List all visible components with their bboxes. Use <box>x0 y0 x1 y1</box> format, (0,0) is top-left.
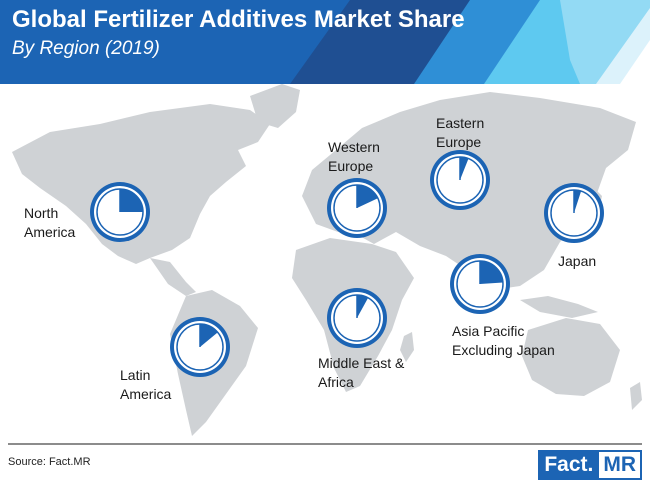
pie-japan <box>544 183 604 243</box>
map-north-america <box>12 104 270 264</box>
pie-slice <box>460 157 469 180</box>
header-stripe-pale <box>560 0 650 84</box>
region-pies <box>90 150 604 377</box>
pie-asia-pacific <box>450 254 510 314</box>
map-greenland <box>250 84 300 128</box>
map-madagascar <box>400 332 414 362</box>
map-central-america <box>150 258 196 296</box>
region-label-latin-america: Latin America <box>120 367 172 402</box>
page-subtitle: By Region (2019) <box>12 38 160 59</box>
region-label-middle-east-africa: Middle East & Africa <box>318 355 405 390</box>
map-new-zealand <box>630 382 642 410</box>
pie-slice <box>200 324 218 347</box>
region-label-japan: Japan <box>558 253 597 269</box>
pie-slice <box>480 261 503 284</box>
pie-slice <box>357 185 378 208</box>
header-banner <box>0 0 650 84</box>
region-label-asia-pacific: Asia Pacific Excluding Japan <box>452 323 555 358</box>
pie-eastern-europe <box>430 150 490 210</box>
map-indonesia <box>520 296 598 318</box>
pie-western-europe <box>327 178 387 238</box>
pie-middle-east-africa <box>327 288 387 348</box>
source-note: Source: Fact.MR <box>8 456 91 468</box>
pie-slice <box>574 190 582 213</box>
pie-slice <box>120 189 143 212</box>
pie-slice <box>357 295 369 318</box>
brand-logo: Fact. MR <box>538 450 642 480</box>
region-label-eastern-europe: Eastern Europe <box>436 115 485 150</box>
pie-latin-america <box>170 317 230 377</box>
map-australia <box>522 318 620 396</box>
pie-north-america <box>90 182 150 242</box>
logo-left: Fact. <box>538 450 598 480</box>
region-label-western-europe: Western Europe <box>328 139 380 174</box>
region-label-north-america: North America <box>24 205 76 240</box>
logo-right: MR <box>597 450 642 480</box>
page-title: Global Fertilizer Additives Market Share <box>12 6 465 33</box>
